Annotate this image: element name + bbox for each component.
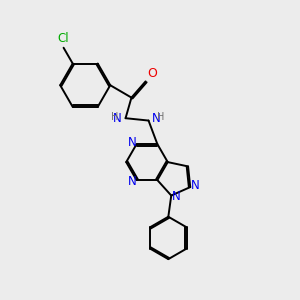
Text: H: H xyxy=(111,112,118,122)
Text: N: N xyxy=(191,179,200,192)
Text: O: O xyxy=(148,67,158,80)
Text: N: N xyxy=(152,112,160,125)
Text: N: N xyxy=(172,190,181,203)
Text: Cl: Cl xyxy=(58,32,69,45)
Text: H: H xyxy=(157,112,164,122)
Text: N: N xyxy=(128,175,136,188)
Text: N: N xyxy=(128,136,136,149)
Text: N: N xyxy=(113,112,122,125)
